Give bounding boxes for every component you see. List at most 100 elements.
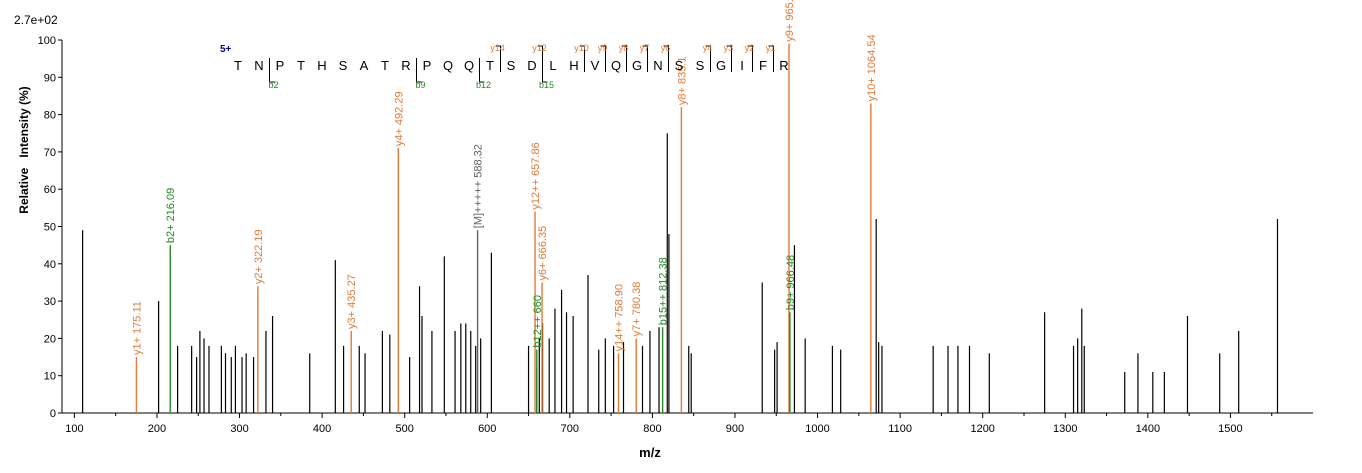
y-ion-marker bbox=[621, 45, 627, 72]
y-tick-label: 50 bbox=[44, 222, 56, 234]
peak-annotation-label: y12++ 657.86 bbox=[530, 142, 542, 209]
y-ion-marker bbox=[726, 45, 732, 72]
intensity-scale-label: 2.7e+02 bbox=[14, 13, 58, 27]
y-axis-label: Relative Intensity (%) bbox=[17, 86, 31, 213]
x-tick-label: 400 bbox=[313, 423, 331, 435]
b-ion-marker bbox=[416, 58, 422, 83]
b-ion-marker bbox=[479, 58, 485, 83]
y-ion-label: y12 bbox=[532, 43, 547, 53]
y-ion-marker bbox=[495, 45, 501, 72]
y-tick-label: 30 bbox=[44, 296, 56, 308]
x-tick-label: 1500 bbox=[1218, 423, 1242, 435]
b-ion-label: b2 bbox=[268, 80, 278, 90]
y-ion-label: y10 bbox=[574, 43, 589, 53]
x-tick-label: 1300 bbox=[1053, 423, 1077, 435]
peak-annotation-label: [M]+++++ 588.32 bbox=[473, 144, 485, 228]
residue: F bbox=[759, 58, 767, 73]
y-tick-label: 80 bbox=[44, 110, 56, 122]
x-tick-label: 700 bbox=[561, 423, 579, 435]
y-ion-label: y9 bbox=[598, 43, 608, 53]
peak-annotation-label: b15++ 812.38 bbox=[658, 257, 670, 325]
residue: G bbox=[632, 58, 642, 73]
y-ion-label: y14 bbox=[490, 43, 505, 53]
x-tick-label: 1400 bbox=[1136, 423, 1160, 435]
x-axis-label: m/z bbox=[639, 445, 661, 460]
residue: L bbox=[549, 58, 556, 73]
x-tick-label: 900 bbox=[726, 423, 744, 435]
y-tick-label: 70 bbox=[44, 147, 56, 159]
peak-annotation-label: y8+ 835.1 bbox=[676, 57, 688, 106]
axes-layer: 0 10 20 30 40 50 60 70 80 90 100 100 200 300 400 500 600… bbox=[38, 35, 1313, 435]
peak-annotation-label: y2+ 322.19 bbox=[253, 229, 265, 284]
y-tick-label: 60 bbox=[44, 184, 56, 196]
y-tick-label: 10 bbox=[44, 371, 56, 383]
peak-annotation-label: y9+ 965.4 bbox=[784, 0, 796, 42]
y-ion-label: y7 bbox=[640, 43, 650, 53]
residue: Q bbox=[611, 58, 621, 73]
peak-annotation-label: y6+ 666.35 bbox=[537, 226, 549, 281]
x-tick-label: 800 bbox=[643, 423, 661, 435]
peak-annotation-label: y10+ 1064.54 bbox=[866, 34, 878, 101]
y-ion-label: y1 bbox=[766, 43, 776, 53]
residue: Q bbox=[443, 58, 453, 73]
residue: T bbox=[486, 58, 494, 73]
peak-annotation-label: b9+ 966.48 bbox=[785, 255, 797, 310]
residue: V bbox=[591, 58, 600, 73]
y-ion-marker bbox=[579, 45, 585, 72]
y-ion-marker bbox=[768, 45, 774, 72]
x-tick-label: 300 bbox=[230, 423, 248, 435]
residue: A bbox=[360, 58, 369, 73]
b-ion-marker bbox=[269, 58, 275, 83]
residue: T bbox=[297, 58, 305, 73]
residue: T bbox=[381, 58, 389, 73]
peak-annotation-label: b12++ 660 bbox=[532, 295, 544, 348]
peak-annotation-label: y3+ 435.27 bbox=[346, 274, 358, 329]
y-ion-marker bbox=[747, 45, 753, 72]
y-ion-label: y4 bbox=[703, 43, 713, 53]
b-ion-label: b15 bbox=[539, 80, 554, 90]
x-tick-label: 1000 bbox=[805, 423, 829, 435]
precursor-charge: 5+ bbox=[220, 44, 232, 55]
y-tick-label: 90 bbox=[44, 72, 56, 84]
y-ion-label: y3 bbox=[724, 43, 734, 53]
residue: Q bbox=[464, 58, 474, 73]
y-tick-label: 0 bbox=[50, 408, 56, 420]
residue: S bbox=[507, 58, 516, 73]
peak-annotation-label: y4+ 492.29 bbox=[393, 91, 405, 146]
residue: T bbox=[234, 58, 242, 73]
y-ion-marker bbox=[600, 45, 606, 72]
residue: H bbox=[317, 58, 326, 73]
residue: R bbox=[401, 58, 410, 73]
peaks-layer bbox=[82, 133, 1279, 413]
residue: G bbox=[716, 58, 726, 73]
annotations-layer: y1+ 175.11 b2+ 216.09 y2+ 322.19 y3+ 435.27… bbox=[131, 0, 878, 413]
y-ion-marker bbox=[642, 45, 648, 72]
x-tick-label: 100 bbox=[65, 423, 83, 435]
peak-annotation-label: y7+ 780.38 bbox=[631, 282, 643, 337]
residue: D bbox=[527, 58, 536, 73]
y-tick-label: 20 bbox=[44, 333, 56, 345]
y-ion-marker bbox=[663, 45, 669, 72]
residue: N bbox=[254, 58, 263, 73]
y-ion-label: y6 bbox=[661, 43, 671, 53]
x-tick-label: 1200 bbox=[970, 423, 994, 435]
y-ion-marker bbox=[705, 45, 711, 72]
residue: H bbox=[569, 58, 578, 73]
y-ion-label: y8 bbox=[619, 43, 629, 53]
b-ion-label: b9 bbox=[415, 80, 425, 90]
peak-annotation-label: y14++ 758.90 bbox=[613, 284, 625, 351]
x-tick-label: 500 bbox=[396, 423, 414, 435]
y-ion-label: y2 bbox=[745, 43, 755, 53]
y-tick-label: 100 bbox=[38, 35, 56, 47]
peak-annotation-label: y1+ 175.11 bbox=[131, 301, 143, 355]
y-tick-label: 40 bbox=[44, 259, 56, 271]
residue: S bbox=[675, 58, 684, 73]
x-tick-label: 600 bbox=[478, 423, 496, 435]
residue: S bbox=[339, 58, 348, 73]
residue: P bbox=[276, 58, 285, 73]
x-tick-label: 1100 bbox=[888, 423, 912, 435]
peak-annotation-label: b2+ 216.09 bbox=[165, 188, 177, 243]
residue: P bbox=[423, 58, 432, 73]
